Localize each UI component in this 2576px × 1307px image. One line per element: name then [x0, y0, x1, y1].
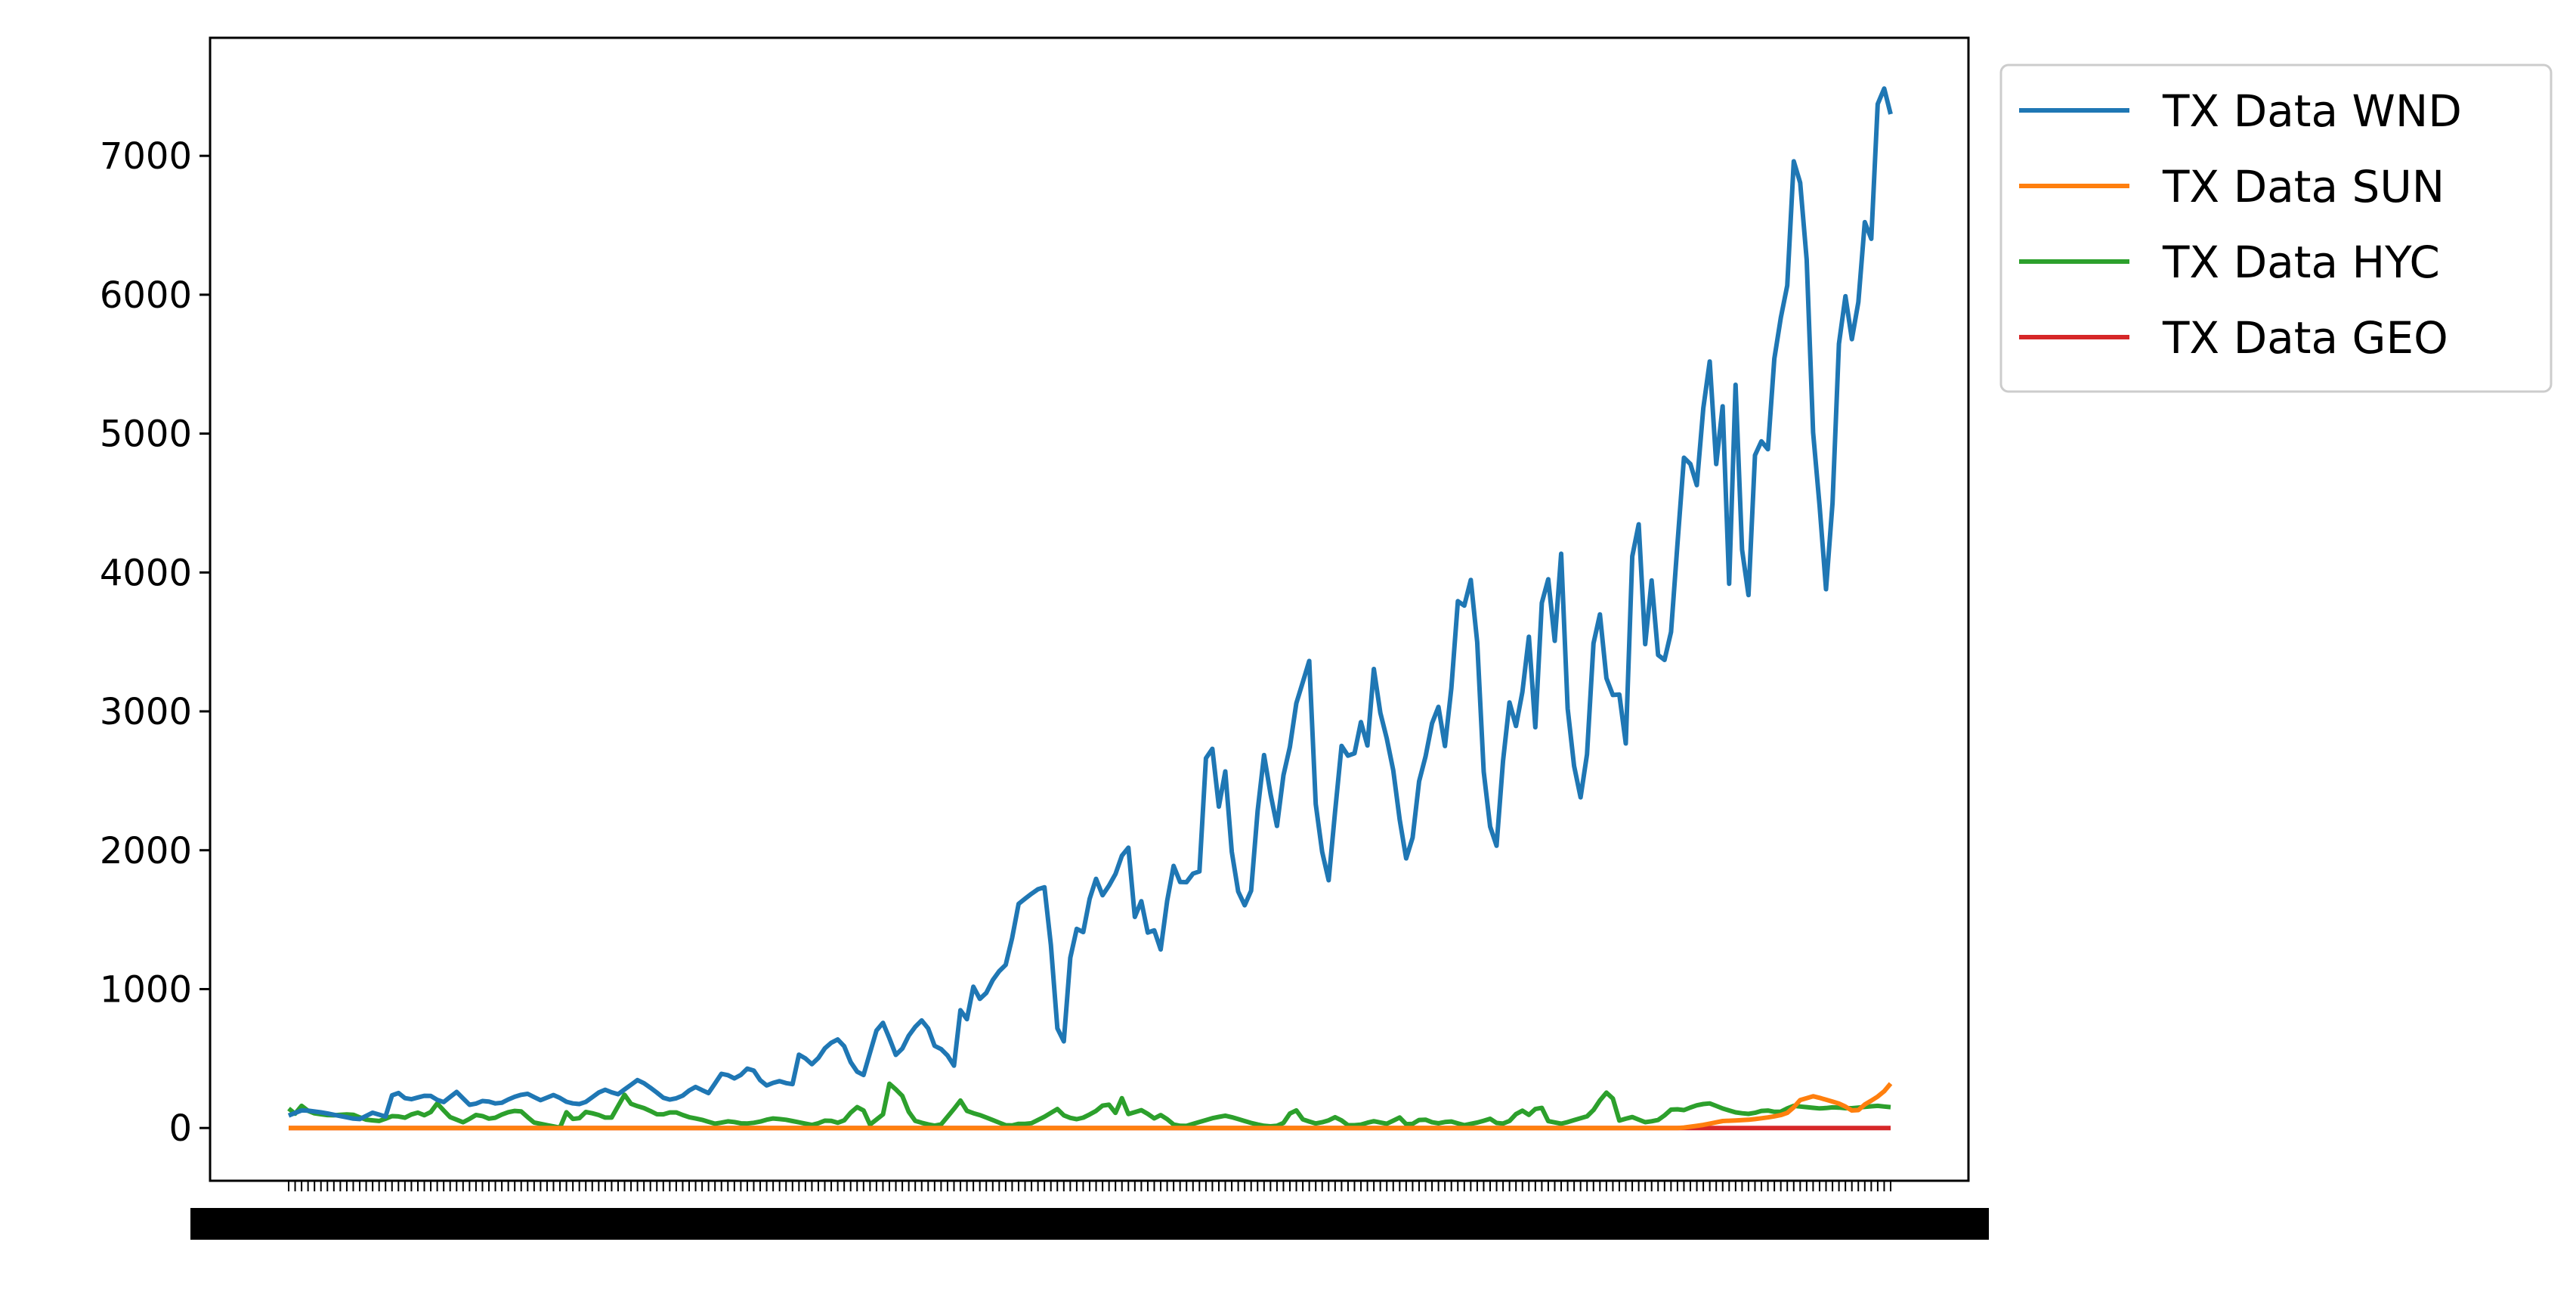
series-line-tx-data-hyc	[287, 1081, 1891, 1130]
y-tick-label: 0	[169, 1107, 192, 1150]
series-line-tx-data-sun	[289, 1082, 1893, 1131]
series-line-tx-data-wnd	[287, 86, 1893, 1122]
plot-area	[287, 86, 1893, 1131]
x-tick-labels-overplotted	[190, 1208, 1989, 1240]
legend-box	[1999, 63, 2553, 393]
legend-label: TX Data WND	[2162, 85, 2462, 137]
y-tick-label: 1000	[100, 968, 192, 1011]
legend-label: TX Data GEO	[2162, 312, 2448, 364]
legend: TX Data WND TX Data SUN TX Data HYC TX Data…	[1999, 63, 2553, 393]
y-tick-label: 4000	[100, 552, 192, 594]
legend-label: TX Data SUN	[2162, 161, 2445, 212]
y-tick-label: 6000	[100, 274, 192, 317]
y-tick-label: 3000	[100, 691, 192, 733]
x-axis-ticks	[190, 1181, 1989, 1240]
y-tick-label: 5000	[100, 413, 192, 456]
y-tick-label: 2000	[100, 830, 192, 872]
y-tick-label: 7000	[100, 135, 192, 178]
y-axis-ticks: 0 1000 2000 3000 4000 5000 6000 7000	[100, 135, 210, 1150]
legend-label: TX Data HYC	[2162, 237, 2440, 288]
axes-frame	[209, 36, 1970, 1182]
